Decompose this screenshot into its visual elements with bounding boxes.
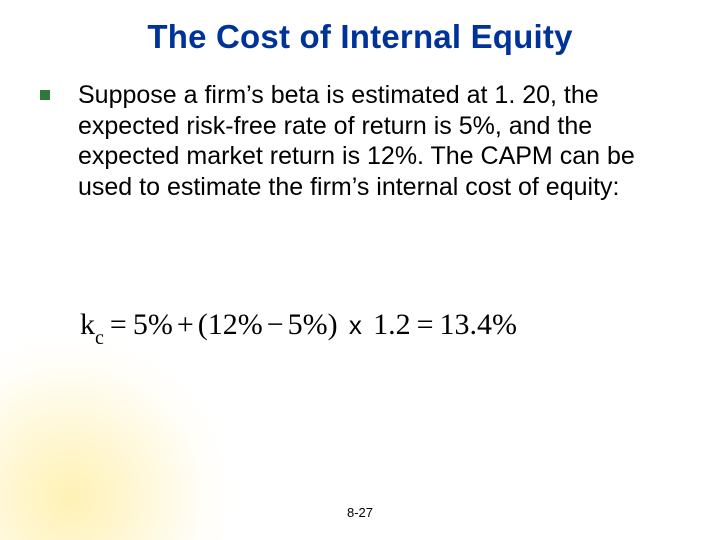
eq-times: x — [338, 310, 373, 340]
eq-lhs-var: k — [80, 308, 95, 341]
bullet-text: Suppose a firm’s beta is estimated at 1.… — [78, 80, 680, 202]
eq-rm: 12% — [208, 308, 263, 341]
slide: The Cost of Internal Equity Suppose a fi… — [0, 0, 720, 540]
eq-plus: + — [173, 308, 198, 341]
bullet-item: Suppose a firm’s beta is estimated at 1.… — [40, 80, 680, 202]
eq-open-paren: ( — [198, 308, 208, 341]
eq-rf: 5% — [133, 308, 173, 341]
eq-minus: − — [263, 308, 288, 341]
eq-rf2: 5% — [288, 308, 328, 341]
eq-close-paren: ) — [328, 308, 338, 341]
eq-lhs-sub: c — [95, 327, 104, 349]
background-gradient — [0, 260, 280, 540]
page-number: 8-27 — [0, 505, 720, 520]
capm-equation: kc=5%+(12%−5%) x 1.2=13.4% — [80, 308, 517, 347]
eq-equals-1: = — [104, 308, 133, 341]
slide-body: Suppose a firm’s beta is estimated at 1.… — [40, 80, 680, 202]
eq-beta: 1.2 — [373, 308, 411, 341]
slide-title: The Cost of Internal Equity — [0, 18, 720, 56]
eq-result: 13.4% — [440, 308, 518, 341]
bullet-marker-icon — [40, 90, 50, 100]
eq-equals-2: = — [411, 308, 440, 341]
